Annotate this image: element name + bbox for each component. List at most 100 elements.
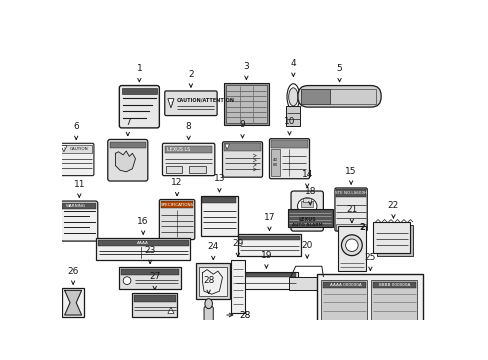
Text: 1: 1 [136, 64, 142, 73]
Bar [122, 88, 157, 94]
Text: 9: 9 [239, 121, 245, 130]
Text: SPECIFICATIONS: SPECIFICATIONS [160, 203, 193, 207]
Bar [225, 85, 266, 123]
FancyBboxPatch shape [159, 199, 194, 239]
FancyBboxPatch shape [59, 143, 94, 176]
Bar [132, 293, 177, 316]
Bar [301, 89, 329, 104]
Text: AAAA: AAAA [137, 240, 149, 245]
FancyBboxPatch shape [107, 139, 147, 181]
Bar [301, 201, 313, 207]
Text: 20: 20 [301, 240, 312, 249]
Text: LEXUS LS: LEXUS LS [167, 147, 190, 152]
Polygon shape [115, 151, 135, 172]
Bar [317, 274, 423, 360]
Text: STE NO.LS600H: STE NO.LS600H [334, 192, 366, 195]
Bar [96, 238, 190, 260]
Text: 24: 24 [207, 242, 219, 251]
Bar [98, 239, 188, 246]
Text: 40
80: 40 80 [272, 158, 278, 167]
Ellipse shape [288, 88, 297, 106]
Text: 22: 22 [387, 201, 398, 210]
Text: 7: 7 [124, 118, 130, 127]
Text: !: ! [63, 147, 64, 151]
Text: 27: 27 [149, 272, 160, 281]
Bar [370, 280, 416, 354]
FancyBboxPatch shape [222, 142, 262, 177]
Text: !: ! [169, 101, 172, 106]
Text: 4: 4 [290, 59, 296, 68]
Text: CAUTION/ATTENTION: CAUTION/ATTENTION [177, 97, 235, 102]
Bar [270, 140, 307, 148]
FancyBboxPatch shape [164, 91, 217, 116]
Bar [224, 83, 268, 125]
Bar [239, 236, 299, 240]
Text: WARNING: WARNING [65, 204, 85, 208]
Bar [62, 203, 96, 209]
Bar [286, 107, 300, 126]
Bar [199, 266, 226, 296]
Text: BBBB 000000A: BBBB 000000A [378, 283, 409, 287]
Text: 26: 26 [67, 267, 79, 276]
Text: 18: 18 [304, 188, 315, 197]
Bar [238, 234, 301, 256]
Bar [196, 264, 230, 299]
FancyBboxPatch shape [119, 86, 159, 128]
Ellipse shape [297, 198, 316, 215]
Bar [119, 267, 181, 289]
Polygon shape [167, 99, 174, 108]
Bar [372, 282, 415, 288]
Bar [337, 226, 365, 271]
Ellipse shape [123, 277, 131, 284]
Text: 28: 28 [203, 276, 214, 285]
FancyBboxPatch shape [290, 191, 323, 231]
Bar [201, 195, 238, 236]
Text: 2: 2 [359, 223, 365, 232]
Text: 17: 17 [263, 213, 275, 222]
Text: 5: 5 [336, 64, 342, 73]
Text: 11: 11 [73, 180, 85, 189]
Ellipse shape [341, 235, 362, 256]
Bar [329, 89, 375, 104]
Bar [376, 225, 413, 256]
Bar [202, 197, 236, 203]
Bar [303, 198, 310, 202]
Text: 6: 6 [73, 122, 79, 131]
Text: 29: 29 [232, 239, 243, 248]
Text: 10: 10 [283, 117, 295, 126]
Bar [287, 209, 332, 227]
Polygon shape [64, 291, 81, 315]
FancyBboxPatch shape [61, 201, 98, 241]
Bar [230, 260, 244, 313]
Text: AUTO ALARM: AUTO ALARM [291, 223, 322, 227]
Text: 21: 21 [346, 205, 357, 214]
Bar [236, 274, 296, 277]
Bar [336, 224, 365, 230]
Bar [110, 142, 145, 148]
Bar [270, 149, 280, 176]
Text: 25: 25 [364, 253, 375, 262]
FancyBboxPatch shape [297, 86, 380, 107]
Ellipse shape [345, 239, 357, 251]
Bar [165, 166, 182, 173]
Bar [62, 288, 84, 317]
Bar [321, 280, 366, 354]
FancyBboxPatch shape [203, 306, 213, 329]
Text: 23: 23 [144, 246, 156, 255]
Text: 14: 14 [301, 170, 312, 179]
Bar [121, 269, 179, 275]
Polygon shape [61, 145, 67, 152]
FancyBboxPatch shape [269, 139, 309, 179]
Bar [292, 276, 321, 290]
Text: 2: 2 [188, 69, 193, 78]
Bar [234, 272, 297, 289]
Bar [336, 189, 365, 197]
Bar [164, 145, 212, 153]
Bar [322, 282, 365, 288]
Text: 15: 15 [345, 167, 356, 176]
Text: AAAA 000000A: AAAA 000000A [329, 283, 361, 287]
Text: 3: 3 [243, 62, 249, 71]
Bar [188, 166, 205, 173]
Bar [134, 295, 175, 302]
Text: 28: 28 [226, 311, 250, 320]
